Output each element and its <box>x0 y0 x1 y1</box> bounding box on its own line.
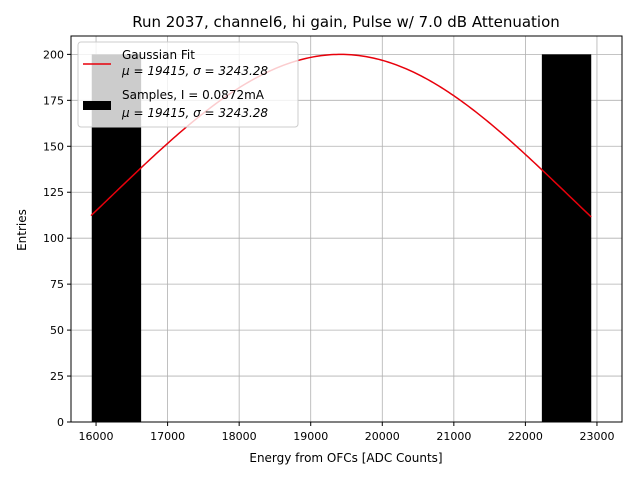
histogram-bar <box>541 54 592 422</box>
legend-samples-swatch <box>83 101 111 110</box>
legend-fit-stats: μ = 19415, σ = 3243.28 <box>121 64 268 78</box>
x-tick-label: 18000 <box>222 430 257 443</box>
legend-box <box>77 41 299 128</box>
y-tick-label: 0 <box>57 416 64 429</box>
x-tick-label: 22000 <box>508 430 543 443</box>
legend-fit-label: Gaussian Fit <box>122 48 195 62</box>
y-tick-label: 50 <box>50 324 64 337</box>
axes-frame <box>70 35 623 423</box>
legend-samples-label: Samples, I = 0.0872mA <box>122 88 265 102</box>
x-tick-label: 19000 <box>293 430 328 443</box>
axis-ticks: 16000 17000 18000 19000 20000 21000 22000 23000… <box>43 48 614 443</box>
y-tick-label: 25 <box>50 370 64 383</box>
y-tick-label: 175 <box>43 94 64 107</box>
x-tick-label: 23000 <box>579 430 614 443</box>
x-tick-label: 16000 <box>79 430 114 443</box>
x-tick-label: 21000 <box>436 430 471 443</box>
y-tick-label: 125 <box>43 186 64 199</box>
x-axis-label: Energy from OFCs [ADC Counts] <box>249 451 442 465</box>
y-tick-label: 200 <box>43 48 64 61</box>
y-tick-label: 100 <box>43 232 64 245</box>
y-tick-label: 150 <box>43 140 64 153</box>
x-tick-label: 17000 <box>150 430 185 443</box>
legend-samples-stats: μ = 19415, σ = 3243.28 <box>121 106 268 120</box>
gaussian-fit-curve <box>90 53 592 218</box>
y-axis-label: Entries <box>15 209 29 251</box>
chart-title: Run 2037, channel6, hi gain, Pulse w/ 7.… <box>132 13 560 31</box>
x-tick-label: 20000 <box>365 430 400 443</box>
legend: Gaussian Fit μ = 19415, σ = 3243.28 Samp… <box>77 41 299 128</box>
y-tick-label: 75 <box>50 278 64 291</box>
